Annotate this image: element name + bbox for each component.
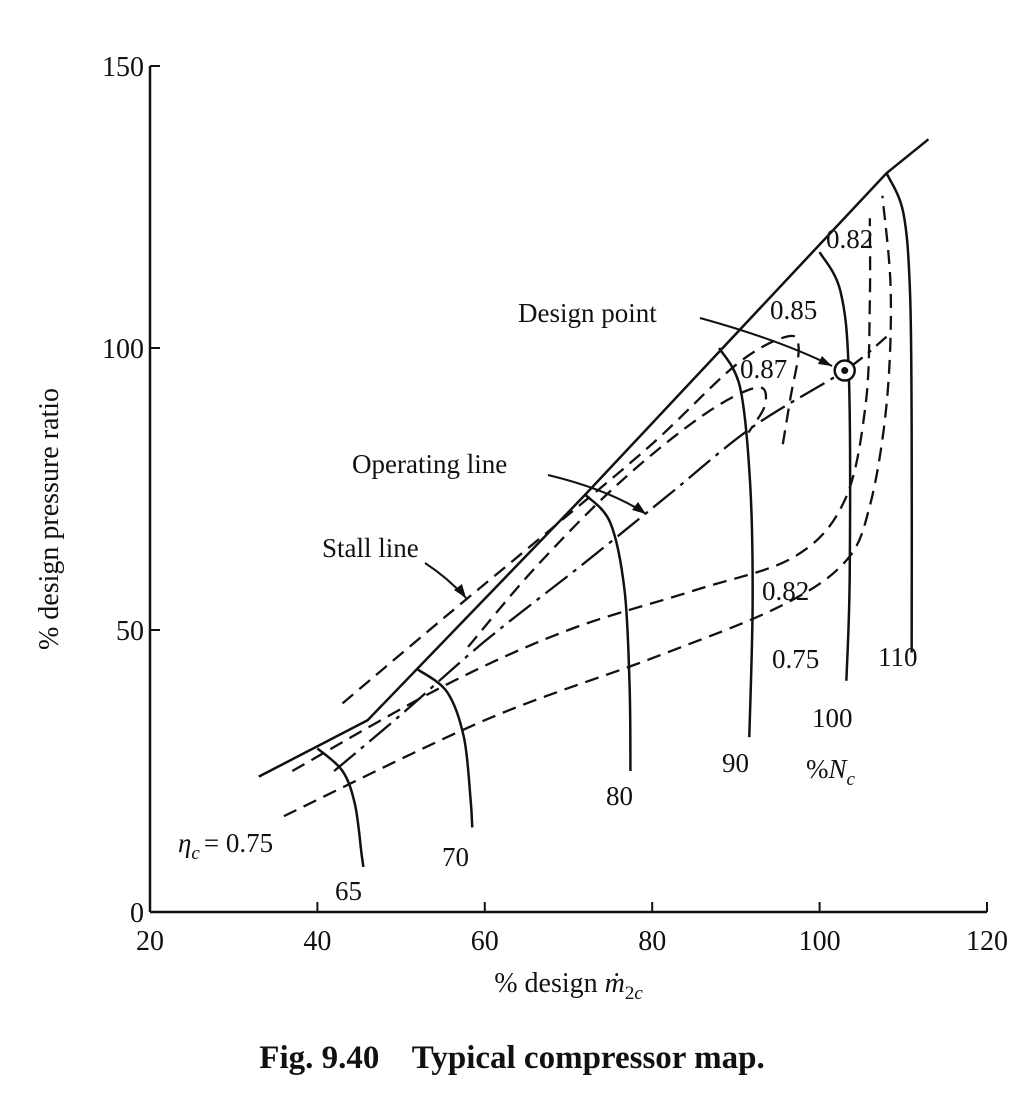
speed-line-110 bbox=[885, 172, 914, 653]
design-point-label: Design point bbox=[518, 298, 657, 328]
figure-title: Typical compressor map. bbox=[411, 1040, 765, 1076]
x-tick-label: 80 bbox=[638, 926, 666, 957]
efficiency-contour-0.87 bbox=[467, 386, 768, 648]
stall-line-label: Stall line bbox=[322, 533, 419, 563]
speed-line-65 bbox=[316, 747, 365, 868]
x-axis-title: % design ṁ2c bbox=[494, 968, 643, 1004]
x-tick-label: 120 bbox=[966, 926, 1008, 957]
speed-line-80 bbox=[584, 493, 632, 772]
efficiency-label-0.82-top: 0.82 bbox=[826, 224, 873, 254]
compressor-map-chart: 20 40 60 80 100 120 0 50 100 150 % design ṁ2c % des… bbox=[34, 52, 1008, 1004]
x-tick-label: 40 bbox=[303, 926, 331, 957]
x-tick-label: 100 bbox=[799, 926, 841, 957]
operating-line-label: Operating line bbox=[352, 449, 507, 479]
figure-number: Fig. 9.40 bbox=[259, 1040, 380, 1076]
eta-value: = 0.75 bbox=[204, 828, 273, 858]
eta-symbol: η bbox=[178, 828, 191, 858]
efficiency-label-0.75-low: 0.75 bbox=[772, 644, 819, 674]
nc-symbol: N bbox=[828, 754, 849, 784]
efficiency-contour-0.85 bbox=[341, 334, 800, 705]
eta-subscript: c bbox=[191, 843, 200, 864]
y-axis-title: % design pressure ratio bbox=[34, 388, 65, 650]
design-point-dot bbox=[841, 367, 849, 375]
speed-line-90 bbox=[718, 347, 754, 738]
y-tick-label: 50 bbox=[116, 616, 144, 647]
stall-line-arrowhead bbox=[454, 584, 466, 598]
operating-line bbox=[333, 335, 888, 772]
speed-label-70: 70 bbox=[442, 842, 469, 872]
efficiency-contour-0.75 bbox=[283, 195, 893, 818]
speed-label-65: 65 bbox=[335, 876, 362, 906]
speed-line-100 bbox=[818, 251, 852, 681]
y-tick-label: 150 bbox=[102, 52, 144, 83]
y-tick-label: 100 bbox=[102, 334, 144, 365]
x-tick-label: 60 bbox=[471, 926, 499, 957]
eta-label: ηc = 0.75 bbox=[178, 828, 273, 864]
axes: 20 40 60 80 100 120 0 50 100 150 % design ṁ2c % des… bbox=[34, 52, 1008, 1004]
efficiency-label-0.85: 0.85 bbox=[770, 295, 817, 325]
nc-label: %Nc bbox=[806, 754, 856, 790]
efficiency-contour-0.82 bbox=[291, 218, 872, 773]
nc-percent: % bbox=[806, 754, 829, 784]
efficiency-label-0.87: 0.87 bbox=[740, 354, 787, 384]
operating-line-arrowhead bbox=[632, 502, 646, 514]
efficiency-label-0.82-low: 0.82 bbox=[762, 576, 809, 606]
stall-line bbox=[258, 138, 930, 778]
nc-subscript: c bbox=[847, 769, 856, 790]
design-point-arrowhead bbox=[818, 356, 832, 366]
x-tick-label: 20 bbox=[136, 926, 164, 957]
figure-caption: Fig. 9.40 Typical compressor map. bbox=[0, 1040, 1024, 1077]
annotations: Stall line Operating line Design point 0… bbox=[178, 224, 918, 906]
speed-label-100: 100 bbox=[812, 703, 853, 733]
speed-label-90: 90 bbox=[722, 748, 749, 778]
speed-line-70 bbox=[417, 668, 474, 828]
curves bbox=[258, 138, 930, 868]
speed-label-110: 110 bbox=[878, 642, 918, 672]
speed-label-80: 80 bbox=[606, 781, 633, 811]
y-tick-label: 0 bbox=[130, 898, 144, 929]
